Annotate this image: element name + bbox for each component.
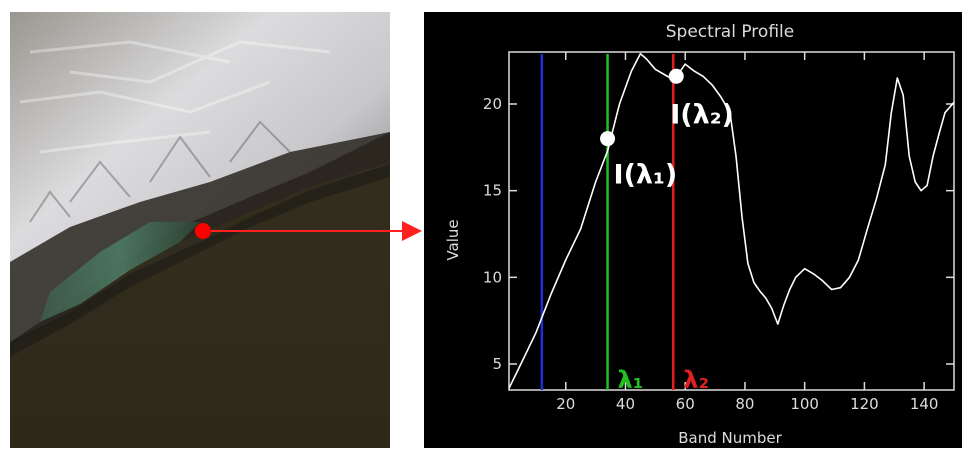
y-tick-label: 5	[492, 355, 502, 373]
intensity-label-2: I(λ₂)	[670, 99, 734, 130]
x-tick-label: 80	[735, 395, 754, 413]
spectral-series-line	[508, 52, 955, 389]
x-tick-label: 100	[790, 395, 819, 413]
chart-title: Spectral Profile	[666, 22, 794, 42]
intensity-point-1	[600, 131, 616, 147]
x-tick-label: 40	[616, 395, 635, 413]
x-tick-label: 60	[676, 395, 695, 413]
y-tick-label: 10	[483, 268, 502, 286]
spectral-profile-chart: Spectral Profile Value Band Number 20 40 6…	[444, 22, 955, 447]
pixel-marker	[195, 223, 211, 239]
intensity-point-2	[668, 68, 684, 84]
chart-panel: Spectral Profile Value Band Number 20 40 6…	[424, 12, 962, 448]
intensity-label-1: I(λ₁)	[614, 160, 678, 191]
mountain-texture	[29, 120, 291, 223]
shoreline	[10, 164, 390, 357]
plot-frame	[508, 51, 955, 391]
y-tick-label: 15	[483, 182, 502, 200]
y-axis-title: Value	[444, 219, 462, 260]
band-line-label-2: λ₁	[618, 366, 644, 394]
ridge-shadow	[10, 132, 390, 347]
y-tick-label: 20	[483, 95, 502, 113]
band-line-label-3: λ₂	[683, 366, 709, 394]
x-tick-label: 20	[556, 395, 575, 413]
vegetation-strip	[40, 222, 200, 322]
cloud-texture	[19, 40, 331, 154]
x-axis-title: Band Number	[678, 429, 782, 447]
x-tick-label: 120	[850, 395, 879, 413]
x-tick-label: 140	[910, 395, 939, 413]
